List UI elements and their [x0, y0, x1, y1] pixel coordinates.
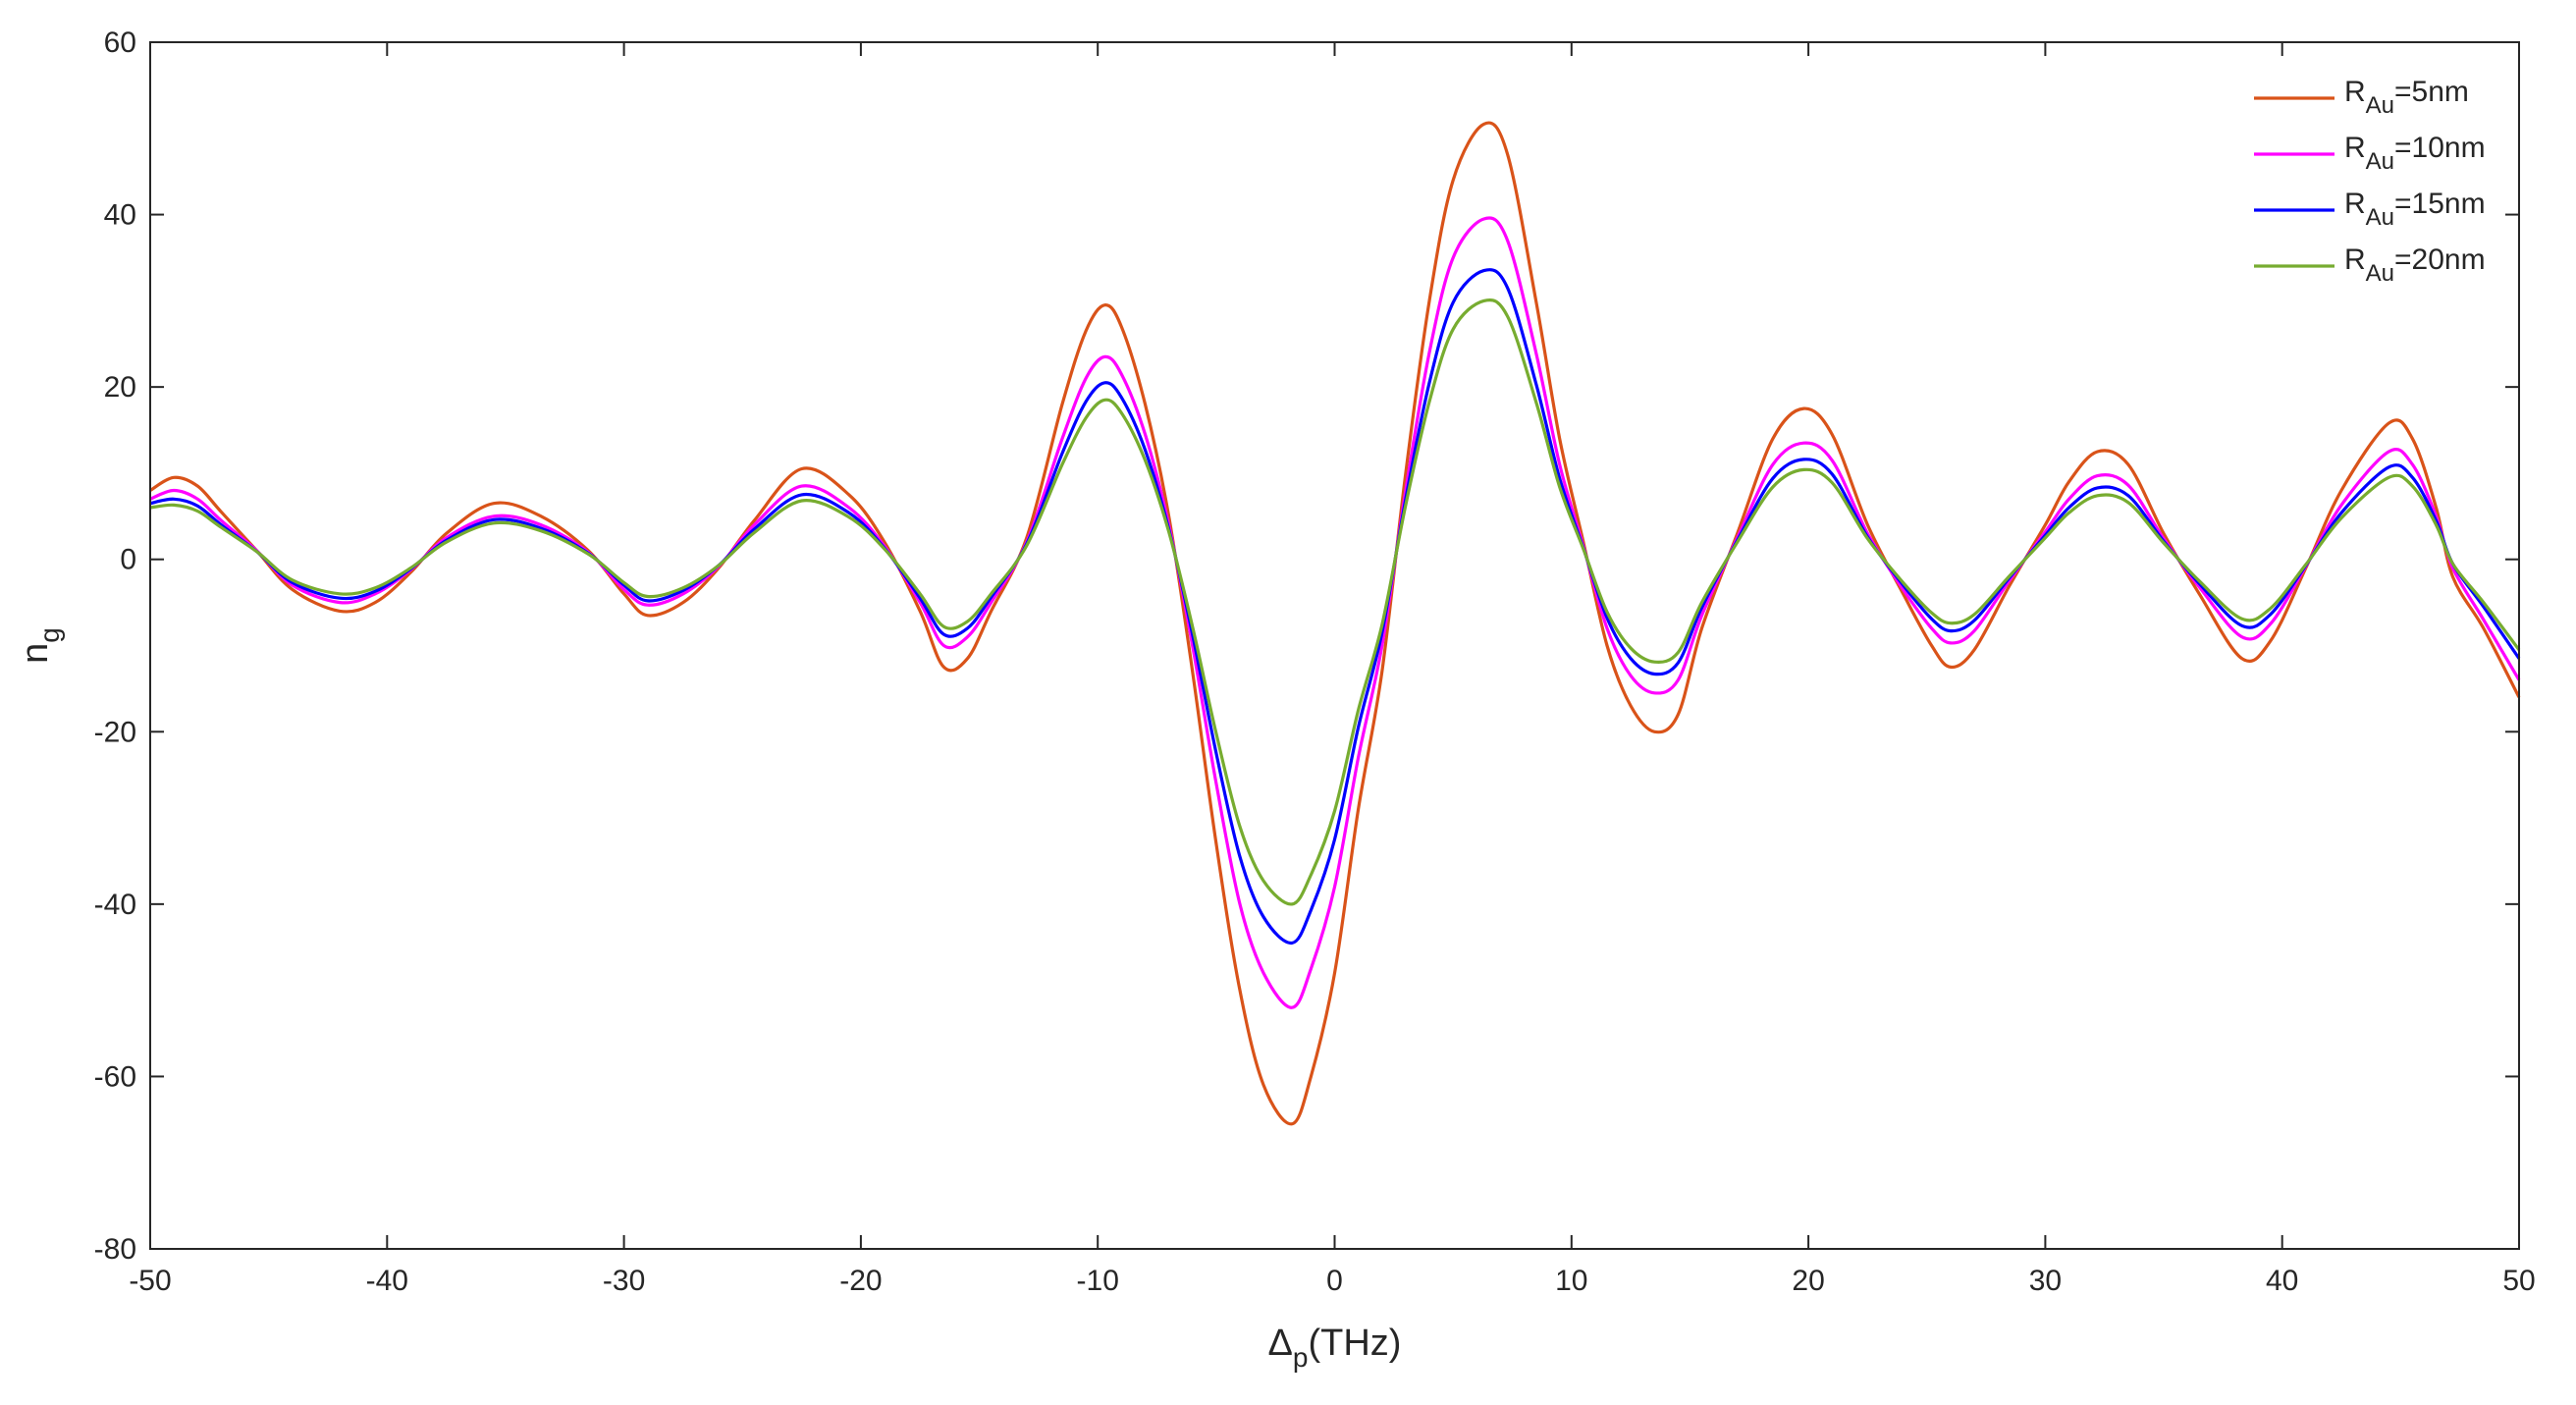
y-tick-label: -60	[94, 1060, 136, 1093]
y-tick-label: 20	[104, 371, 136, 404]
y-tick-label: -20	[94, 716, 136, 748]
ticks-layer: -50 -40 -30 -20 -10 0 10 20 30 40 50 -80 -60 -40 -20 0 2…	[94, 27, 2536, 1297]
y-axis-label: ng	[15, 627, 65, 664]
x-tick-label: 10	[1555, 1265, 1587, 1297]
x-tick-label: 30	[2029, 1265, 2062, 1297]
y-axis-label-main: n	[15, 643, 56, 664]
x-tick-label: -10	[1077, 1265, 1119, 1297]
x-axis-label-main: Δ	[1268, 1323, 1293, 1364]
x-tick-label: 40	[2266, 1265, 2298, 1297]
legend-label-2: RAu=10nm	[2344, 132, 2486, 175]
x-tick-label: -40	[366, 1265, 408, 1297]
series-line-2	[149, 216, 2521, 1009]
y-tick-label: 40	[104, 199, 136, 232]
x-axis-label-rest: (THz)	[1309, 1323, 1402, 1364]
x-tick-label: -50	[129, 1265, 171, 1297]
legend-label-4: RAu=20nm	[2344, 243, 2486, 287]
series-line-1	[149, 121, 2521, 1126]
y-tick-label: -80	[94, 1233, 136, 1266]
series-layer	[149, 121, 2521, 1126]
legend-label-3: RAu=15nm	[2344, 188, 2486, 231]
series-line-3	[149, 268, 2521, 945]
legend-label-1: RAu=5nm	[2344, 76, 2469, 119]
x-tick-label: 0	[1326, 1265, 1343, 1297]
y-tick-label: -40	[94, 889, 136, 921]
series-line-4	[149, 297, 2521, 906]
x-axis-label-sub: p	[1293, 1342, 1309, 1373]
y-tick-label: 0	[120, 544, 136, 576]
x-tick-label: -30	[603, 1265, 645, 1297]
y-tick-label: 60	[104, 27, 136, 59]
x-tick-label: 50	[2502, 1265, 2535, 1297]
x-axis-label: Δp(THz)	[1268, 1323, 1402, 1373]
x-tick-label: -20	[839, 1265, 882, 1297]
y-axis-label-sub: g	[34, 627, 65, 643]
x-tick-label: 20	[1792, 1265, 1824, 1297]
legend: RAu=5nm RAu=10nm RAu=15nm RAu=20nm	[2254, 76, 2486, 287]
